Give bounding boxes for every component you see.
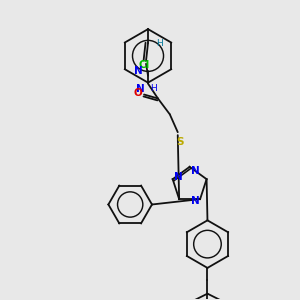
Text: N: N (191, 196, 200, 206)
Text: H: H (150, 84, 157, 93)
Text: N: N (134, 66, 142, 76)
Text: N: N (174, 172, 183, 182)
Text: N: N (136, 84, 145, 94)
Text: S: S (176, 137, 184, 147)
Text: O: O (134, 88, 142, 98)
Text: Cl: Cl (138, 60, 150, 70)
Text: N: N (191, 166, 200, 176)
Text: H: H (156, 40, 163, 49)
